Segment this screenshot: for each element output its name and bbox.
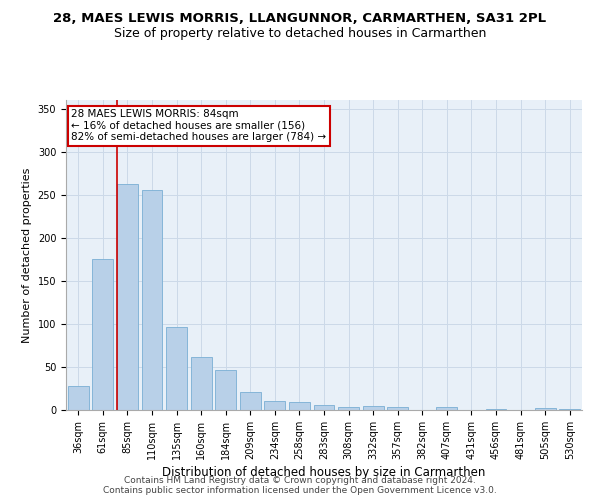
Bar bbox=[68, 386, 89, 410]
Bar bbox=[362, 406, 383, 410]
Bar bbox=[535, 408, 556, 410]
Bar bbox=[265, 400, 286, 410]
Y-axis label: Number of detached properties: Number of detached properties bbox=[22, 168, 32, 342]
Text: Contains HM Land Registry data © Crown copyright and database right 2024.
Contai: Contains HM Land Registry data © Crown c… bbox=[103, 476, 497, 495]
Bar bbox=[559, 409, 580, 410]
Text: 28, MAES LEWIS MORRIS, LLANGUNNOR, CARMARTHEN, SA31 2PL: 28, MAES LEWIS MORRIS, LLANGUNNOR, CARMA… bbox=[53, 12, 547, 26]
Bar bbox=[166, 328, 187, 410]
Bar bbox=[289, 402, 310, 410]
Text: Size of property relative to detached houses in Carmarthen: Size of property relative to detached ho… bbox=[114, 28, 486, 40]
Bar bbox=[240, 392, 261, 410]
Bar bbox=[314, 405, 334, 410]
Bar bbox=[338, 406, 359, 410]
X-axis label: Distribution of detached houses by size in Carmarthen: Distribution of detached houses by size … bbox=[163, 466, 485, 479]
Bar bbox=[485, 409, 506, 410]
Bar bbox=[191, 356, 212, 410]
Bar bbox=[142, 190, 163, 410]
Bar bbox=[215, 370, 236, 410]
Bar bbox=[92, 260, 113, 410]
Bar bbox=[117, 184, 138, 410]
Bar bbox=[387, 406, 408, 410]
Text: 28 MAES LEWIS MORRIS: 84sqm
← 16% of detached houses are smaller (156)
82% of se: 28 MAES LEWIS MORRIS: 84sqm ← 16% of det… bbox=[71, 110, 326, 142]
Bar bbox=[436, 406, 457, 410]
